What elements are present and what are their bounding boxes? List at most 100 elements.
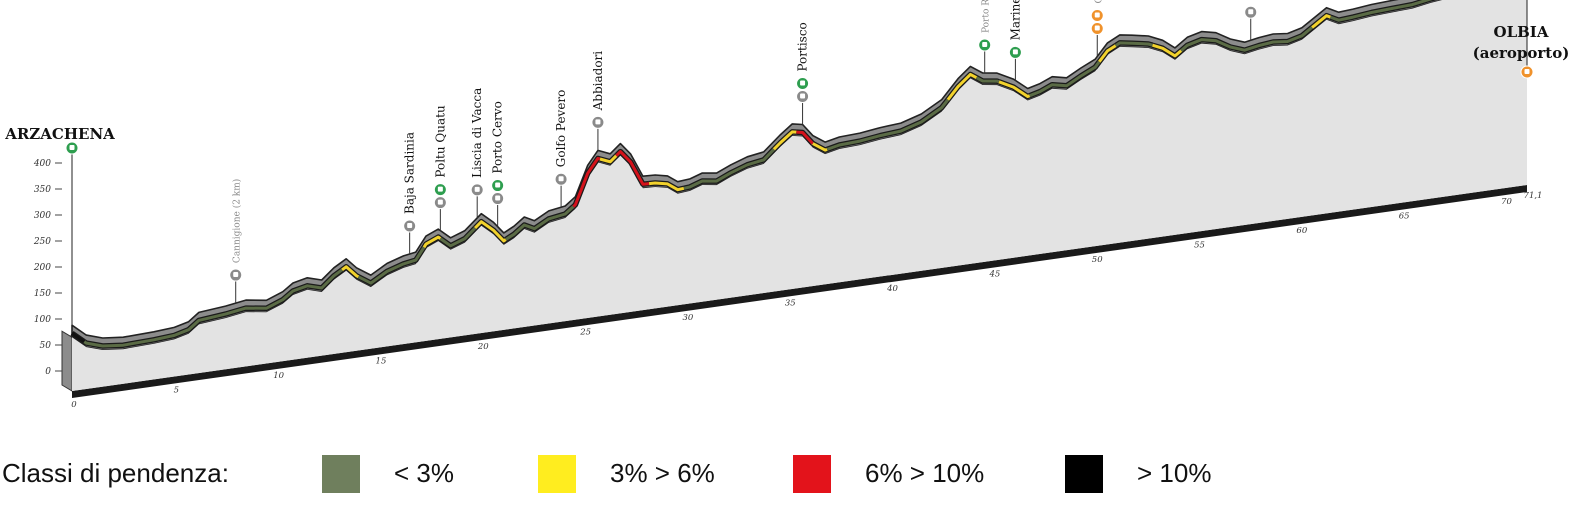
legend-label-low: < 3% <box>394 458 454 488</box>
slope-segment-medium <box>474 220 507 243</box>
marina-icon-glyph <box>800 80 806 86</box>
slope-segment-steep <box>71 331 86 343</box>
x-end-label: 71,1 <box>1524 191 1543 201</box>
x-tick-label: 0 <box>71 400 77 410</box>
slope-segment-high <box>572 156 601 208</box>
profile-base-strip <box>71 183 1528 398</box>
legend-swatch-low <box>322 455 360 493</box>
airport-icon-glyph <box>1524 69 1530 74</box>
marina-icon-glyph <box>495 182 501 188</box>
place-name: Porto Cervo <box>491 101 505 173</box>
y-tick-label: 200 <box>33 263 51 273</box>
legend-swatch-steep <box>1065 455 1103 493</box>
x-tick-label: 55 <box>1194 241 1205 251</box>
place-name: Golfo Pevero <box>554 90 568 168</box>
x-tick-label: 20 <box>477 342 489 352</box>
x-tick-label: 5 <box>174 386 179 396</box>
profile-front <box>72 0 1527 391</box>
x-tick-label: 45 <box>988 270 1000 280</box>
legend-swatch-medium <box>538 455 576 493</box>
legend-title: Classi di pendenza: <box>2 458 229 488</box>
slope-segment-low <box>1329 0 1433 22</box>
y-tick-label: 150 <box>34 289 51 299</box>
place-name: Cannigione (2 km) <box>232 179 243 263</box>
slope-segment-medium <box>1311 14 1332 29</box>
slope-segment-medium <box>1098 44 1117 63</box>
place-name: Golfo Aranci (1,5 km) <box>1093 0 1104 3</box>
slope-segment-low <box>83 268 343 348</box>
x-tick-label: 50 <box>1092 255 1103 265</box>
legend-label-high: 6% > 10% <box>865 458 985 488</box>
y-tick-label: 50 <box>40 341 52 351</box>
profile-front-face <box>72 0 1527 391</box>
place-name: Poltu Quatu <box>433 105 447 178</box>
x-tick-label: 65 <box>1399 212 1410 222</box>
y-tick-label: 250 <box>33 237 51 247</box>
bus-stop-icon-glyph <box>495 195 501 201</box>
place-name: Liscia di Vacca <box>470 88 484 178</box>
slope-segment-medium <box>341 265 360 279</box>
bus-stop-icon-glyph <box>800 93 806 99</box>
place-name: Abbiadori <box>591 51 605 112</box>
marina-icon-glyph <box>1012 49 1018 55</box>
place-name: OLBIA <box>1494 23 1549 41</box>
bus-stop-icon-glyph <box>558 176 564 182</box>
place-markers: ARZACHENA Cannigione (2 km) Baja Sardinia P… <box>4 0 1570 326</box>
x-tick-label: 30 <box>683 313 694 323</box>
x-tick-label: 10 <box>273 371 284 381</box>
profile-left-side <box>61 330 73 392</box>
slope-segment-low <box>975 76 1000 84</box>
slope-segment-medium <box>946 72 978 101</box>
bus-stop-icon-glyph <box>407 222 413 228</box>
slope-segment-medium <box>422 235 442 249</box>
profile-base <box>72 185 1527 398</box>
place-name: ARZACHENA <box>4 125 115 143</box>
place-name: Baja Sardinia <box>403 132 417 214</box>
x-axis: 0 5 10 15 20 25 30 35 40 45 50 55 60 65 70 71,1 <box>71 191 1542 410</box>
slope-segment-high <box>796 130 814 145</box>
y-tick-label: 400 <box>33 159 51 169</box>
slope-segment-low <box>1114 41 1153 47</box>
train-icon-glyph <box>1094 25 1100 31</box>
slope-segment-low <box>504 205 575 241</box>
place-name: Porto Rotondo (3 km) <box>981 0 992 33</box>
slope-segment-low <box>439 226 477 248</box>
train-station-icon-glyph <box>69 145 75 150</box>
profile-side-face <box>61 330 73 392</box>
slope-segment-low <box>683 148 775 190</box>
slope-segment-low <box>826 98 950 151</box>
x-tick-label: 15 <box>376 357 387 367</box>
legend-label-medium: 3% > 6% <box>610 458 715 488</box>
y-axis: 0 50 100 150 200 250 300 350 400 <box>33 159 62 377</box>
marina-icon-glyph <box>982 42 988 48</box>
x-tick-label: 70 <box>1501 197 1512 207</box>
slope-segment-low <box>1029 60 1101 98</box>
bus-stop-icon-glyph <box>474 186 480 192</box>
bus-stop-icon-glyph <box>595 119 601 125</box>
place-name: Marinella <box>1008 0 1022 40</box>
x-tick-label: 60 <box>1296 226 1307 236</box>
slope-segment-medium <box>772 130 797 151</box>
y-tick-label: 300 <box>34 211 51 221</box>
y-tick-label: 0 <box>45 367 51 377</box>
slope-segment-medium <box>599 154 618 164</box>
slope-segment-medium <box>1152 43 1183 58</box>
y-tick-label: 350 <box>34 185 51 195</box>
slope-segment-medium <box>648 181 685 192</box>
slope-segment-medium <box>998 80 1031 98</box>
slope-class-lines <box>70 0 1438 349</box>
place-subname: (aeroporto) <box>1473 44 1570 62</box>
slope-segment-medium <box>812 142 828 152</box>
x-tick-label: 35 <box>785 299 796 309</box>
bus-stop-icon-glyph <box>1248 9 1254 15</box>
slope-segment-low <box>1180 26 1314 52</box>
slope-segment-high <box>615 150 650 186</box>
ferry-icon-glyph <box>1094 12 1100 18</box>
bus-stop-icon-glyph <box>233 272 239 278</box>
x-tick-label: 25 <box>579 328 591 338</box>
place-name: Portisco <box>796 22 810 71</box>
y-tick-label: 100 <box>34 315 51 325</box>
slope-segment-low <box>357 246 426 285</box>
bus-stop-icon-glyph <box>437 199 443 205</box>
